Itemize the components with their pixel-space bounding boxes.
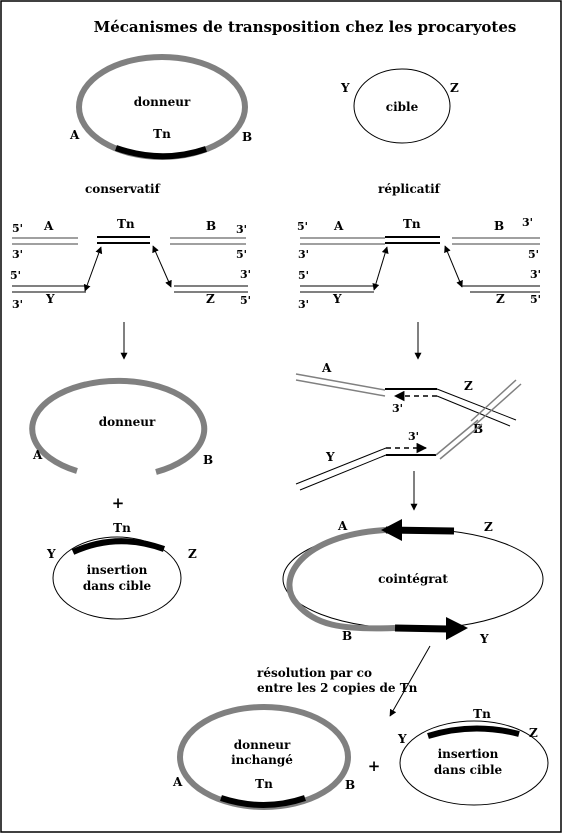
- cons-3prime-d: 3': [12, 298, 23, 311]
- rep-3prime-d: 3': [298, 298, 309, 311]
- cons-a-label: A: [43, 219, 54, 233]
- cons-target-y-label: Y: [46, 547, 56, 561]
- cons-left-exchange-arrow: [83, 246, 103, 292]
- cointegrate-tn-bottom-arrowhead: [446, 617, 468, 640]
- replicative-heading: réplicatif: [378, 182, 441, 196]
- donor-a-label: A: [69, 128, 80, 142]
- donor-label: donneur: [134, 95, 191, 109]
- cons-3prime-b: 3': [236, 223, 247, 236]
- donor-tn-segment: [115, 145, 207, 160]
- target-z-label: Z: [450, 81, 459, 95]
- cons-target-z-label: Z: [188, 547, 197, 561]
- final-insertion-line2: dans cible: [434, 763, 503, 777]
- cons-insertion-line1: insertion: [87, 563, 148, 577]
- resolution-line1: résolution par co: [257, 666, 372, 680]
- rep-right-exchange-arrow: [444, 245, 463, 288]
- cointegrate-plasmid: cointégrat A Z B Y: [282, 519, 544, 646]
- cons-5prime-a: 5': [12, 222, 23, 235]
- final-target-tn-label: Tn: [473, 707, 491, 721]
- resolution-line2: entre les 2 copies de Tn: [257, 681, 418, 695]
- coint-y-label: Y: [479, 632, 489, 646]
- rep-3prime-c: 3': [530, 268, 541, 281]
- conservative-heading: conservatif: [85, 182, 161, 196]
- top-target-plasmid: cible Y Z: [340, 68, 459, 144]
- donor-tn-label: Tn: [153, 127, 171, 141]
- cons-donor-a-label: A: [32, 448, 43, 462]
- cointegrate-donor-arc: [286, 527, 396, 632]
- rep-5prime-a: 5': [297, 220, 308, 233]
- rep-z-label: Z: [496, 292, 505, 306]
- final-donor-line1: donneur: [234, 738, 291, 752]
- cons-donor-open-ring: [29, 377, 208, 475]
- cons-5prime-b: 5': [236, 248, 247, 261]
- final-target-insert: Tn Y Z insertion dans cible: [397, 707, 549, 806]
- cointegrate-tn-top-arrowhead: [381, 519, 402, 541]
- rep-mid-3prime-a: 3': [392, 402, 403, 415]
- rep-b-label: B: [494, 219, 504, 233]
- cons-donor-b-label: B: [203, 453, 213, 467]
- rep-left-exchange-arrow: [372, 246, 389, 291]
- cons-target-tn-segment: [71, 538, 166, 555]
- coint-b-label: B: [342, 629, 352, 643]
- target-ring: [353, 68, 451, 144]
- coint-a-label: A: [337, 519, 348, 533]
- target-y-label: Y: [340, 81, 350, 95]
- donor-b-label: B: [242, 130, 252, 144]
- rep-mid-3prime-b: 3': [408, 430, 419, 443]
- cons-tn-label: Tn: [117, 217, 135, 231]
- final-donor-tn-segment: [220, 795, 306, 808]
- rep-mid-a-label: A: [321, 361, 332, 375]
- rep-y-label: Y: [332, 292, 342, 306]
- conservative-donor-open: donneur A B: [29, 377, 213, 475]
- final-donor-tn-label: Tn: [255, 777, 273, 791]
- cointegrate-tn-bottom: [394, 624, 449, 633]
- cons-b-label: B: [206, 219, 216, 233]
- rep-3prime-a: 3': [298, 248, 309, 261]
- cons-5prime-c: 5': [10, 269, 21, 282]
- final-donor-b-label: B: [345, 778, 355, 792]
- rep-mid-b-label: B: [473, 422, 483, 436]
- final-donor-plasmid: donneur inchangé Tn A B: [172, 704, 355, 810]
- replicative-strands: 5' A Tn B 3' 3' 5' 5' 3' 3' Y Z 5': [297, 216, 541, 311]
- final-target-ring: [399, 720, 549, 806]
- cons-3prime-a: 3': [12, 248, 23, 261]
- top-donor-plasmid: donneur Tn A B: [69, 54, 252, 160]
- final-donor-a-label: A: [172, 775, 183, 789]
- cons-5prime-d: 5': [240, 294, 251, 307]
- resolution-arrow: [389, 645, 431, 717]
- cons-3prime-c: 3': [240, 268, 251, 281]
- cons-y-label: Y: [45, 292, 55, 306]
- strand-transfer-intermediate: A Z 3' B 3' Y: [295, 361, 522, 491]
- cons-right-exchange-arrow: [152, 245, 172, 288]
- rep-tn-label: Tn: [403, 217, 421, 231]
- cons-donor-label: donneur: [99, 415, 156, 429]
- page-title: Mécanismes de transposition chez les pro…: [94, 18, 517, 36]
- cons-z-label: Z: [206, 292, 215, 306]
- rep-a-label: A: [333, 219, 344, 233]
- rep-5prime-c: 5': [298, 269, 309, 282]
- conservative-target-insert: Tn Y Z insertion dans cible: [46, 521, 197, 620]
- final-donor-line2: inchangé: [231, 753, 293, 767]
- cons-target-tn-label: Tn: [113, 521, 131, 535]
- final-insertion-line1: insertion: [438, 747, 499, 761]
- cons-plus-sign: +: [112, 494, 125, 512]
- rep-5prime-d: 5': [530, 293, 541, 306]
- cons-insertion-line2: dans cible: [83, 579, 152, 593]
- final-target-tn-segment: [427, 725, 520, 739]
- rep-plus-sign: +: [368, 757, 381, 775]
- conservative-strands: 5' A Tn B 3' 3' 5' 5' 3' 3' Y Z 5': [10, 217, 251, 311]
- rep-mid-z-label: Z: [464, 379, 473, 393]
- final-target-y-label: Y: [397, 732, 407, 746]
- cons-target-ring: [52, 536, 182, 620]
- cointegrate-label: cointégrat: [378, 572, 448, 586]
- rep-5prime-b: 5': [528, 248, 539, 261]
- target-label: cible: [386, 100, 419, 114]
- rep-mid-y-label: Y: [325, 450, 335, 464]
- final-target-z-label: Z: [529, 726, 538, 740]
- rep-3prime-b: 3': [522, 216, 533, 229]
- coint-z-label: Z: [484, 520, 493, 534]
